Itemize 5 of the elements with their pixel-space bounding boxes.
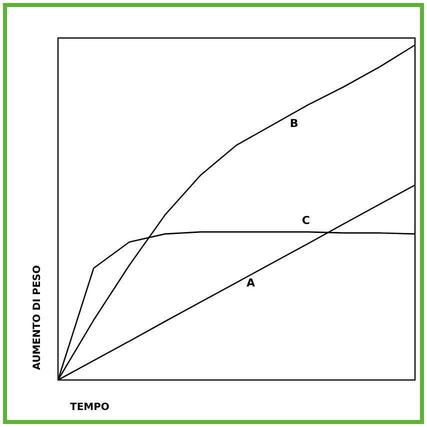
x-axis-title: TEMPO	[70, 402, 110, 413]
series-label: C	[302, 214, 310, 227]
series-label: A	[246, 276, 256, 290]
y-axis-title: AUMENTO DI PESO	[32, 265, 43, 370]
series-label: B	[290, 116, 298, 130]
